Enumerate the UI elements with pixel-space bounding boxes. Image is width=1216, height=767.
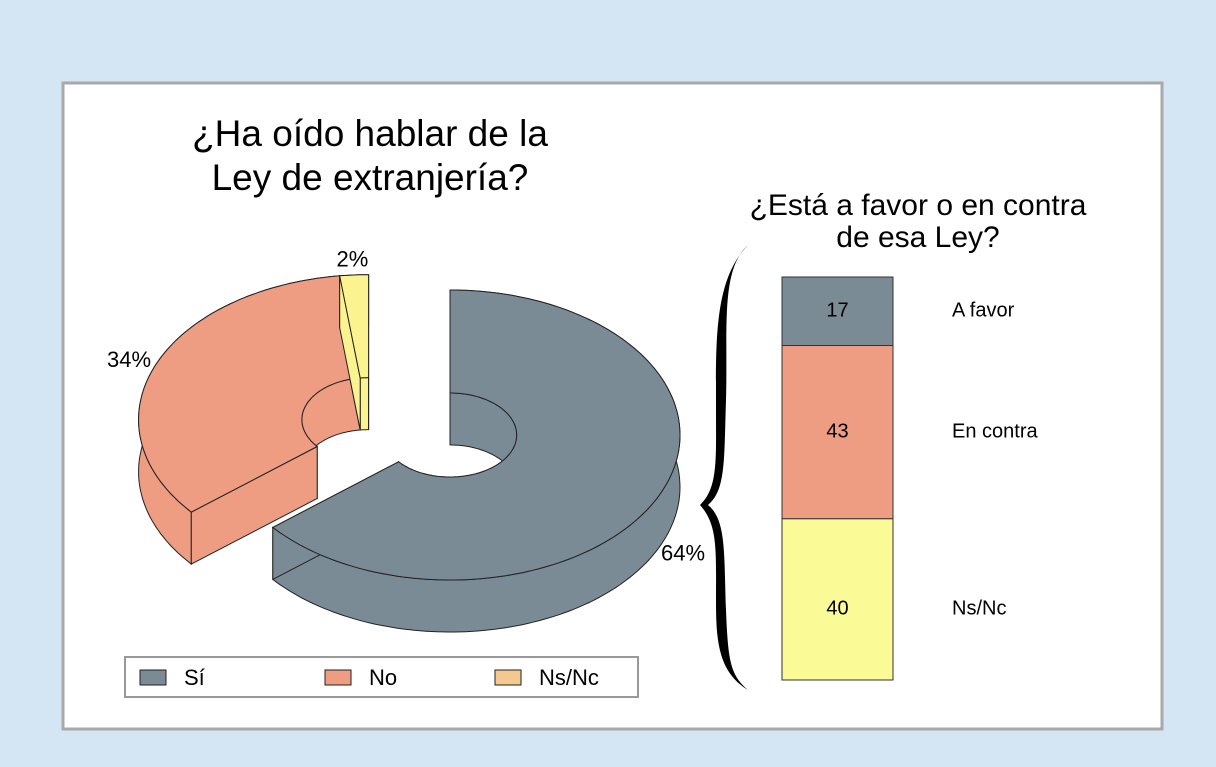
slice (339, 274, 370, 379)
slice-side (359, 377, 370, 431)
legend-label: A favor (952, 300, 1015, 322)
bar-segment (781, 518, 894, 681)
slice (271, 289, 681, 581)
legend-box (124, 656, 639, 698)
bar-segment (781, 276, 894, 347)
legend-label: Ns/Nc (952, 598, 1006, 620)
legend-swatch (494, 669, 522, 686)
legend-label: Ns/Nc (539, 665, 599, 690)
legend-label: Sí (184, 665, 205, 690)
data-label: 64% (661, 541, 705, 566)
legend-swatch (324, 669, 352, 686)
bar-segment (781, 345, 894, 520)
data-label: 43 (826, 420, 848, 442)
pie-title: ¿Ha oído hablar de la Ley de extranjería… (192, 113, 548, 199)
brace (700, 245, 748, 690)
data-label: 2% (336, 246, 368, 271)
data-label: 17 (826, 300, 848, 322)
data-label: 40 (826, 598, 848, 620)
bar-title: ¿Está a favor o en contra de esa Ley? (749, 189, 1087, 254)
data-label: 34% (107, 347, 151, 372)
legend-swatch (139, 669, 167, 686)
legend-label: En contra (952, 420, 1038, 442)
legend-label: No (369, 665, 397, 690)
